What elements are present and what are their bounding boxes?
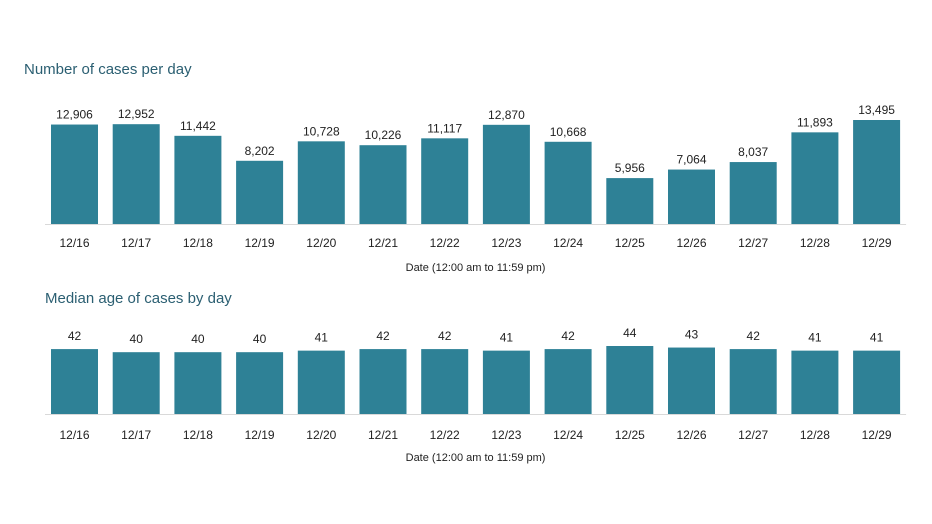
- x-tick-label-median-age: 12/18: [183, 428, 213, 442]
- x-axis-label-median-age: Date (12:00 am to 11:59 pm): [406, 452, 546, 464]
- data-label-median-age: 40: [253, 332, 267, 346]
- x-tick-label-cases: 12/18: [183, 236, 213, 250]
- data-label-cases: 10,668: [550, 125, 587, 139]
- x-tick-label-median-age: 12/25: [615, 428, 645, 442]
- x-tick-label-median-age: 12/29: [862, 428, 892, 442]
- x-tick-label-median-age: 12/21: [368, 428, 398, 442]
- data-label-median-age: 41: [500, 331, 514, 345]
- data-label-median-age: 41: [315, 331, 329, 345]
- bar-median-age: [359, 349, 407, 414]
- bar-median-age: [668, 347, 715, 414]
- bar-median-age: [853, 350, 901, 414]
- x-tick-label-cases: 12/28: [800, 236, 830, 250]
- data-label-median-age: 44: [623, 326, 637, 340]
- data-label-median-age: 42: [68, 329, 82, 343]
- bar-cases: [482, 124, 530, 224]
- bar-median-age: [729, 349, 777, 414]
- bar-median-age: [236, 352, 284, 414]
- x-tick-label-median-age: 12/22: [430, 428, 460, 442]
- x-tick-label-median-age: 12/16: [59, 428, 89, 442]
- data-label-median-age: 40: [191, 332, 205, 346]
- x-tick-label-median-age: 12/17: [121, 428, 151, 442]
- data-label-median-age: 42: [561, 329, 575, 343]
- data-label-cases: 8,202: [245, 144, 275, 158]
- data-label-median-age: 42: [747, 329, 761, 343]
- chart-title-median-age: Median age of cases by day: [45, 290, 232, 307]
- x-tick-label-cases: 12/27: [738, 236, 768, 250]
- data-label-cases: 11,893: [797, 115, 833, 129]
- data-label-median-age: 41: [870, 331, 884, 345]
- chart-title-cases: Number of cases per day: [24, 61, 192, 78]
- data-label-cases: 13,495: [858, 103, 895, 117]
- x-tick-label-median-age: 12/27: [738, 428, 768, 442]
- data-label-cases: 11,442: [180, 119, 216, 133]
- bar-cases: [112, 124, 160, 224]
- bar-median-age: [112, 352, 160, 414]
- x-tick-label-cases: 12/19: [245, 236, 275, 250]
- x-tick-label-cases: 12/29: [862, 236, 892, 250]
- x-axis-label-cases: Date (12:00 am to 11:59 pm): [406, 262, 546, 274]
- data-label-cases: 12,870: [488, 108, 525, 122]
- x-tick-label-median-age: 12/28: [800, 428, 830, 442]
- x-tick-label-median-age: 12/24: [553, 428, 583, 442]
- data-label-median-age: 42: [376, 329, 390, 343]
- x-tick-label-median-age: 12/26: [676, 428, 706, 442]
- x-tick-label-cases: 12/17: [121, 236, 151, 250]
- x-tick-label-cases: 12/25: [615, 236, 645, 250]
- data-label-cases: 7,064: [676, 153, 706, 167]
- bar-cases: [297, 141, 345, 224]
- x-tick-label-median-age: 12/19: [245, 428, 275, 442]
- x-tick-label-median-age: 12/20: [306, 428, 336, 442]
- bar-median-age: [421, 349, 469, 414]
- bar-cases: [853, 120, 901, 224]
- bar-median-age: [297, 350, 345, 414]
- bar-cases: [729, 162, 777, 224]
- data-label-cases: 12,906: [56, 108, 93, 122]
- data-label-median-age: 41: [808, 331, 822, 345]
- bar-median-age: [51, 349, 98, 414]
- data-label-cases: 10,728: [303, 124, 340, 138]
- bar-median-age: [791, 350, 839, 414]
- data-label-cases: 11,117: [427, 121, 462, 135]
- data-label-median-age: 42: [438, 329, 452, 343]
- bar-cases: [791, 132, 839, 224]
- x-tick-label-median-age: 12/23: [491, 428, 521, 442]
- data-label-cases: 8,037: [738, 145, 768, 159]
- bar-cases: [421, 138, 469, 224]
- x-tick-label-cases: 12/21: [368, 236, 398, 250]
- bar-cases: [236, 160, 284, 224]
- x-tick-label-cases: 12/22: [430, 236, 460, 250]
- x-tick-label-cases: 12/23: [491, 236, 521, 250]
- bar-cases: [544, 141, 592, 224]
- x-tick-label-cases: 12/24: [553, 236, 583, 250]
- bar-cases: [668, 169, 715, 224]
- data-label-cases: 12,952: [118, 107, 155, 121]
- x-tick-label-cases: 12/26: [676, 236, 706, 250]
- bar-median-age: [606, 346, 654, 414]
- data-label-median-age: 40: [130, 332, 144, 346]
- data-label-cases: 5,956: [615, 161, 645, 175]
- x-tick-label-cases: 12/20: [306, 236, 336, 250]
- x-tick-label-cases: 12/16: [59, 236, 89, 250]
- bar-cases: [174, 135, 222, 224]
- data-label-median-age: 43: [685, 328, 699, 342]
- bar-cases: [51, 124, 98, 224]
- bar-median-age: [544, 349, 592, 414]
- bar-cases: [359, 145, 407, 224]
- bar-median-age: [482, 350, 530, 414]
- data-label-cases: 10,226: [365, 128, 402, 142]
- bar-cases: [606, 178, 654, 224]
- bar-median-age: [174, 352, 222, 414]
